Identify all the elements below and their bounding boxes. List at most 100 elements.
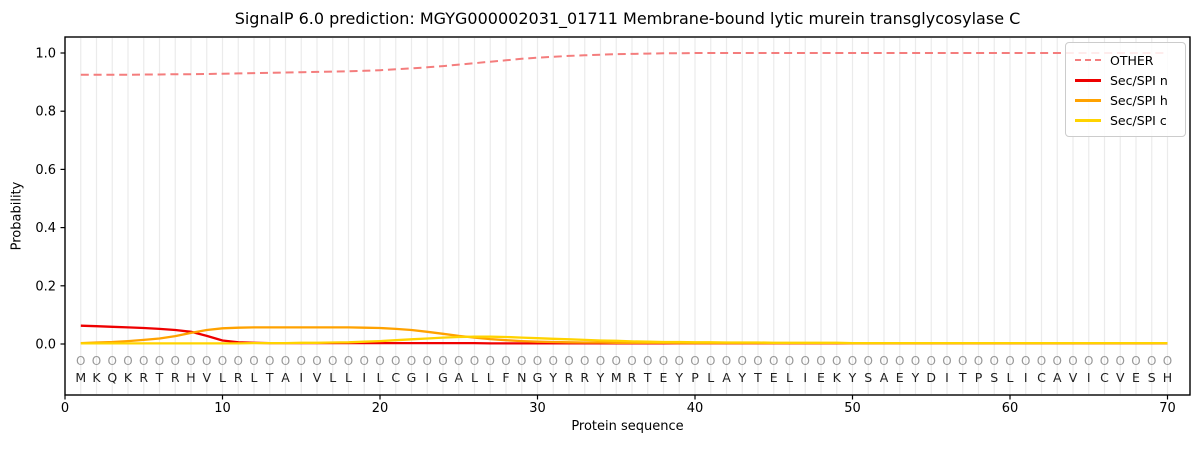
svg-text:O: O — [249, 354, 258, 368]
svg-text:Y: Y — [548, 370, 557, 385]
svg-text:O: O — [1131, 354, 1140, 368]
svg-text:O: O — [486, 354, 495, 368]
svg-text:O: O — [549, 354, 558, 368]
svg-text:O: O — [942, 354, 951, 368]
svg-text:I: I — [362, 370, 366, 385]
svg-text:L: L — [377, 370, 384, 385]
svg-text:T: T — [265, 370, 274, 385]
axes-frame — [64, 36, 1191, 396]
svg-text:L: L — [786, 370, 793, 385]
svg-text:O: O — [328, 354, 337, 368]
svg-text:0.4: 0.4 — [35, 221, 56, 236]
svg-text:O: O — [312, 354, 321, 368]
svg-text:O: O — [234, 354, 243, 368]
svg-text:H: H — [1163, 370, 1172, 385]
probability-curves — [80, 52, 1168, 345]
svg-text:D: D — [926, 370, 936, 385]
svg-text:V: V — [1069, 370, 1078, 385]
svg-text:O: O — [1068, 354, 1077, 368]
svg-text:K: K — [833, 370, 842, 385]
svg-text:10: 10 — [214, 401, 231, 416]
x-axis-label: Protein sequence — [571, 419, 684, 434]
svg-text:O: O — [958, 354, 967, 368]
svg-text:L: L — [251, 370, 258, 385]
svg-text:T: T — [753, 370, 762, 385]
svg-text:E: E — [817, 370, 825, 385]
svg-text:E: E — [896, 370, 904, 385]
svg-text:M: M — [611, 370, 622, 385]
svg-text:O: O — [76, 354, 85, 368]
svg-text:O: O — [1163, 354, 1172, 368]
svg-text:O: O — [265, 354, 274, 368]
svg-text:L: L — [487, 370, 494, 385]
svg-text:0.2: 0.2 — [35, 279, 56, 294]
svg-text:N: N — [517, 370, 526, 385]
svg-text:Y: Y — [596, 370, 605, 385]
svg-text:P: P — [691, 370, 699, 385]
svg-text:O: O — [675, 354, 684, 368]
svg-text:O: O — [202, 354, 211, 368]
svg-text:O: O — [139, 354, 148, 368]
svg-text:O: O — [92, 354, 101, 368]
svg-text:Y: Y — [737, 370, 746, 385]
svg-text:R: R — [628, 370, 637, 385]
svg-text:C: C — [1100, 370, 1109, 385]
legend-label-other: OTHER — [1110, 52, 1154, 68]
svg-text:O: O — [297, 354, 306, 368]
svg-text:O: O — [391, 354, 400, 368]
svg-text:F: F — [502, 370, 509, 385]
svg-text:O: O — [879, 354, 888, 368]
svg-text:O: O — [501, 354, 510, 368]
svg-text:O: O — [753, 354, 762, 368]
svg-text:I: I — [425, 370, 429, 385]
legend-label-sec-spi-h: Sec/SPI h — [1110, 92, 1168, 108]
svg-text:V: V — [202, 370, 211, 385]
svg-text:70: 70 — [1159, 401, 1176, 416]
svg-text:O: O — [864, 354, 873, 368]
svg-text:O: O — [1147, 354, 1156, 368]
svg-text:R: R — [234, 370, 243, 385]
svg-text:0.8: 0.8 — [35, 105, 56, 120]
svg-text:G: G — [407, 370, 417, 385]
svg-text:O: O — [407, 354, 416, 368]
svg-text:O: O — [769, 354, 778, 368]
svg-text:O: O — [1100, 354, 1109, 368]
svg-text:30: 30 — [529, 401, 546, 416]
svg-text:S: S — [1148, 370, 1156, 385]
svg-text:Y: Y — [674, 370, 683, 385]
svg-text:C: C — [391, 370, 400, 385]
sec-spi-n-line-sample-icon — [1075, 78, 1101, 82]
gridlines — [80, 38, 1169, 394]
svg-text:O: O — [659, 354, 668, 368]
legend-box: OTHER Sec/SPI n Sec/SPI h Sec/SPI c — [1065, 42, 1186, 137]
curve-sec-spi-c — [80, 335, 1168, 345]
svg-text:O: O — [832, 354, 841, 368]
legend-item-other: OTHER — [1075, 50, 1177, 70]
svg-text:O: O — [470, 354, 479, 368]
svg-text:O: O — [927, 354, 936, 368]
svg-text:C: C — [1037, 370, 1046, 385]
svg-text:I: I — [299, 370, 303, 385]
svg-text:O: O — [171, 354, 180, 368]
svg-text:O: O — [155, 354, 164, 368]
svg-text:40: 40 — [687, 401, 704, 416]
svg-text:O: O — [1116, 354, 1125, 368]
svg-text:A: A — [1053, 370, 1062, 385]
svg-text:0.0: 0.0 — [35, 338, 56, 353]
svg-text:L: L — [471, 370, 478, 385]
svg-text:Y: Y — [911, 370, 920, 385]
svg-text:L: L — [1007, 370, 1014, 385]
svg-text:R: R — [565, 370, 574, 385]
svg-text:O: O — [108, 354, 117, 368]
svg-text:O: O — [533, 354, 542, 368]
svg-text:O: O — [580, 354, 589, 368]
svg-text:P: P — [975, 370, 983, 385]
svg-text:O: O — [218, 354, 227, 368]
svg-text:O: O — [344, 354, 353, 368]
svg-text:O: O — [785, 354, 794, 368]
svg-text:O: O — [423, 354, 432, 368]
svg-text:I: I — [945, 370, 949, 385]
svg-text:O: O — [848, 354, 857, 368]
